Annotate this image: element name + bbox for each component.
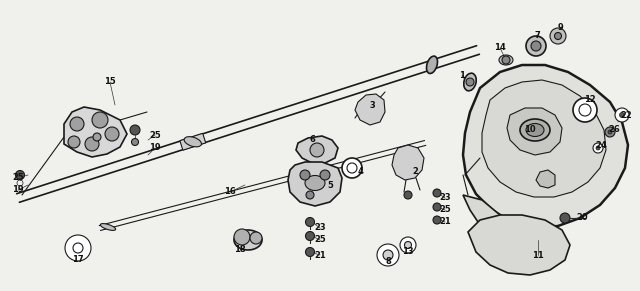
Polygon shape bbox=[463, 65, 628, 228]
Text: 3: 3 bbox=[369, 100, 375, 109]
Circle shape bbox=[579, 104, 591, 116]
Circle shape bbox=[615, 108, 629, 122]
Polygon shape bbox=[288, 162, 342, 206]
Polygon shape bbox=[64, 107, 127, 157]
Circle shape bbox=[554, 33, 561, 40]
Text: 21: 21 bbox=[439, 217, 451, 226]
Circle shape bbox=[531, 41, 541, 51]
Circle shape bbox=[550, 28, 566, 44]
Text: 9: 9 bbox=[557, 24, 563, 33]
Text: 14: 14 bbox=[494, 43, 506, 52]
Circle shape bbox=[347, 163, 357, 173]
Circle shape bbox=[65, 235, 91, 261]
Text: 8: 8 bbox=[385, 258, 391, 267]
Circle shape bbox=[85, 137, 99, 151]
Text: 1: 1 bbox=[459, 70, 465, 79]
Circle shape bbox=[433, 216, 441, 224]
Text: 18: 18 bbox=[234, 246, 246, 255]
Ellipse shape bbox=[526, 123, 544, 136]
Circle shape bbox=[73, 243, 83, 253]
Ellipse shape bbox=[305, 175, 325, 191]
Text: 4: 4 bbox=[357, 168, 363, 177]
Circle shape bbox=[605, 127, 615, 137]
Text: 15: 15 bbox=[104, 77, 116, 86]
Text: 23: 23 bbox=[314, 223, 326, 233]
Text: 24: 24 bbox=[595, 141, 607, 150]
Polygon shape bbox=[482, 80, 606, 197]
Polygon shape bbox=[355, 94, 385, 125]
Circle shape bbox=[593, 143, 603, 153]
Text: 25: 25 bbox=[149, 130, 161, 139]
Ellipse shape bbox=[464, 73, 476, 91]
Circle shape bbox=[433, 203, 441, 211]
Text: 10: 10 bbox=[524, 125, 536, 134]
Text: 23: 23 bbox=[439, 194, 451, 203]
Text: 17: 17 bbox=[72, 255, 84, 265]
Ellipse shape bbox=[100, 223, 116, 230]
Circle shape bbox=[320, 170, 330, 180]
Circle shape bbox=[620, 113, 625, 118]
Circle shape bbox=[92, 112, 108, 128]
Circle shape bbox=[306, 191, 314, 199]
Circle shape bbox=[250, 232, 262, 244]
Ellipse shape bbox=[426, 56, 438, 74]
Circle shape bbox=[131, 139, 138, 146]
Circle shape bbox=[466, 78, 474, 86]
Circle shape bbox=[68, 136, 80, 148]
Circle shape bbox=[383, 250, 393, 260]
Text: 2: 2 bbox=[412, 168, 418, 177]
Polygon shape bbox=[180, 133, 205, 150]
Ellipse shape bbox=[520, 119, 550, 141]
Text: 19: 19 bbox=[12, 185, 24, 194]
Circle shape bbox=[93, 133, 101, 141]
Circle shape bbox=[70, 117, 84, 131]
Circle shape bbox=[305, 217, 314, 226]
Circle shape bbox=[377, 244, 399, 266]
Ellipse shape bbox=[234, 230, 262, 250]
Ellipse shape bbox=[499, 55, 513, 65]
Circle shape bbox=[596, 146, 600, 150]
Circle shape bbox=[15, 171, 24, 180]
Circle shape bbox=[502, 56, 510, 64]
Polygon shape bbox=[392, 145, 424, 180]
Polygon shape bbox=[296, 136, 338, 163]
Text: 21: 21 bbox=[314, 251, 326, 260]
Polygon shape bbox=[536, 170, 555, 188]
Circle shape bbox=[342, 158, 362, 178]
Text: 13: 13 bbox=[402, 248, 414, 256]
Circle shape bbox=[560, 213, 570, 223]
Text: 22: 22 bbox=[620, 111, 632, 120]
Text: 6: 6 bbox=[309, 136, 315, 145]
Text: 26: 26 bbox=[608, 125, 620, 134]
Text: 19: 19 bbox=[149, 143, 161, 152]
Circle shape bbox=[130, 125, 140, 135]
Polygon shape bbox=[468, 215, 570, 275]
Text: 11: 11 bbox=[532, 251, 544, 260]
Circle shape bbox=[310, 143, 324, 157]
Text: 25: 25 bbox=[314, 235, 326, 244]
Circle shape bbox=[404, 191, 412, 199]
Text: 7: 7 bbox=[534, 31, 540, 40]
Ellipse shape bbox=[184, 137, 202, 147]
Circle shape bbox=[400, 237, 416, 253]
Text: 25: 25 bbox=[12, 173, 24, 182]
Text: 16: 16 bbox=[224, 187, 236, 196]
Text: 20: 20 bbox=[576, 214, 588, 223]
Circle shape bbox=[404, 242, 412, 249]
Text: 25: 25 bbox=[439, 205, 451, 214]
Polygon shape bbox=[463, 195, 545, 248]
Circle shape bbox=[608, 130, 612, 134]
Circle shape bbox=[305, 248, 314, 256]
Text: 12: 12 bbox=[584, 95, 596, 104]
Polygon shape bbox=[507, 108, 562, 155]
Circle shape bbox=[300, 170, 310, 180]
Circle shape bbox=[105, 127, 119, 141]
Circle shape bbox=[305, 232, 314, 240]
Circle shape bbox=[234, 229, 250, 245]
Text: 5: 5 bbox=[327, 180, 333, 189]
Circle shape bbox=[526, 36, 546, 56]
Circle shape bbox=[573, 98, 597, 122]
Circle shape bbox=[433, 189, 441, 197]
